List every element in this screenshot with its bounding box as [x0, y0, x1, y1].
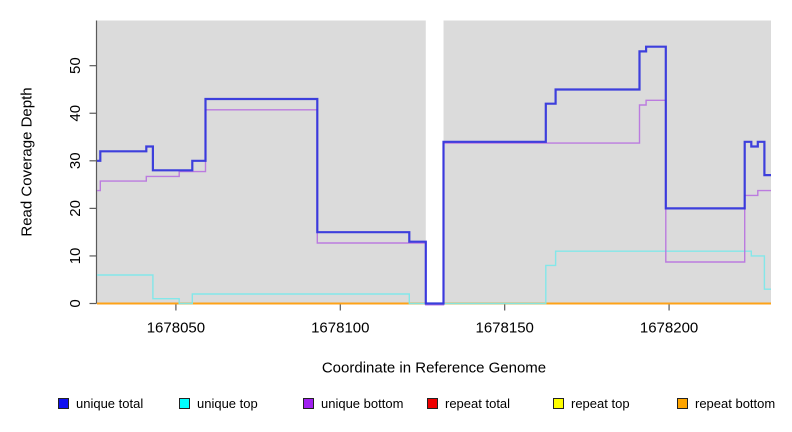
y-tick-label: 40 [67, 105, 84, 122]
series-line-unique-bottom [97, 99, 771, 306]
legend-item-unique-bottom: unique bottom [303, 396, 403, 411]
x-axis-title: Coordinate in Reference Genome [321, 359, 547, 377]
x-tick-label: 1678150 [475, 320, 533, 337]
y-tick-label: 10 [67, 248, 84, 265]
legend-label: repeat bottom [695, 396, 776, 411]
legend-swatch-unique-total [58, 398, 69, 409]
legend-label: repeat total [445, 396, 511, 411]
legend-item-repeat-total: repeat total [427, 396, 510, 411]
y-axis-title: Read Coverage Depth [18, 87, 36, 237]
legend-label: unique top [197, 396, 258, 411]
legend-swatch-unique-bottom [303, 398, 314, 409]
legend-label: repeat top [571, 396, 630, 411]
y-tick-label: 20 [67, 200, 84, 217]
legend-item-repeat-bottom: repeat bottom [677, 396, 775, 411]
legend-label: unique bottom [321, 396, 404, 411]
legend-item-unique-total: unique total [58, 396, 143, 411]
x-tick-label: 1678050 [147, 320, 205, 337]
legend-label: unique total [76, 396, 144, 411]
legend-swatch-repeat-bottom [677, 398, 688, 409]
y-tick-label: 30 [67, 152, 84, 169]
legend: unique total unique top unique bottom repea… [0, 396, 792, 420]
legend-item-repeat-top: repeat top [553, 396, 630, 411]
series-line-unique-top [97, 250, 771, 305]
legend-swatch-repeat-total [427, 398, 438, 409]
y-tick-label: 0 [67, 299, 84, 307]
legend-swatch-unique-top [179, 398, 190, 409]
coverage-gap-band [425, 20, 444, 304]
x-tick-label: 1678200 [640, 320, 698, 337]
legend-item-unique-top: unique top [179, 396, 258, 411]
y-tick-label: 50 [67, 57, 84, 74]
legend-swatch-repeat-top [553, 398, 564, 409]
x-tick-label: 1678100 [311, 320, 369, 337]
series-line-unique-total [97, 45, 771, 305]
